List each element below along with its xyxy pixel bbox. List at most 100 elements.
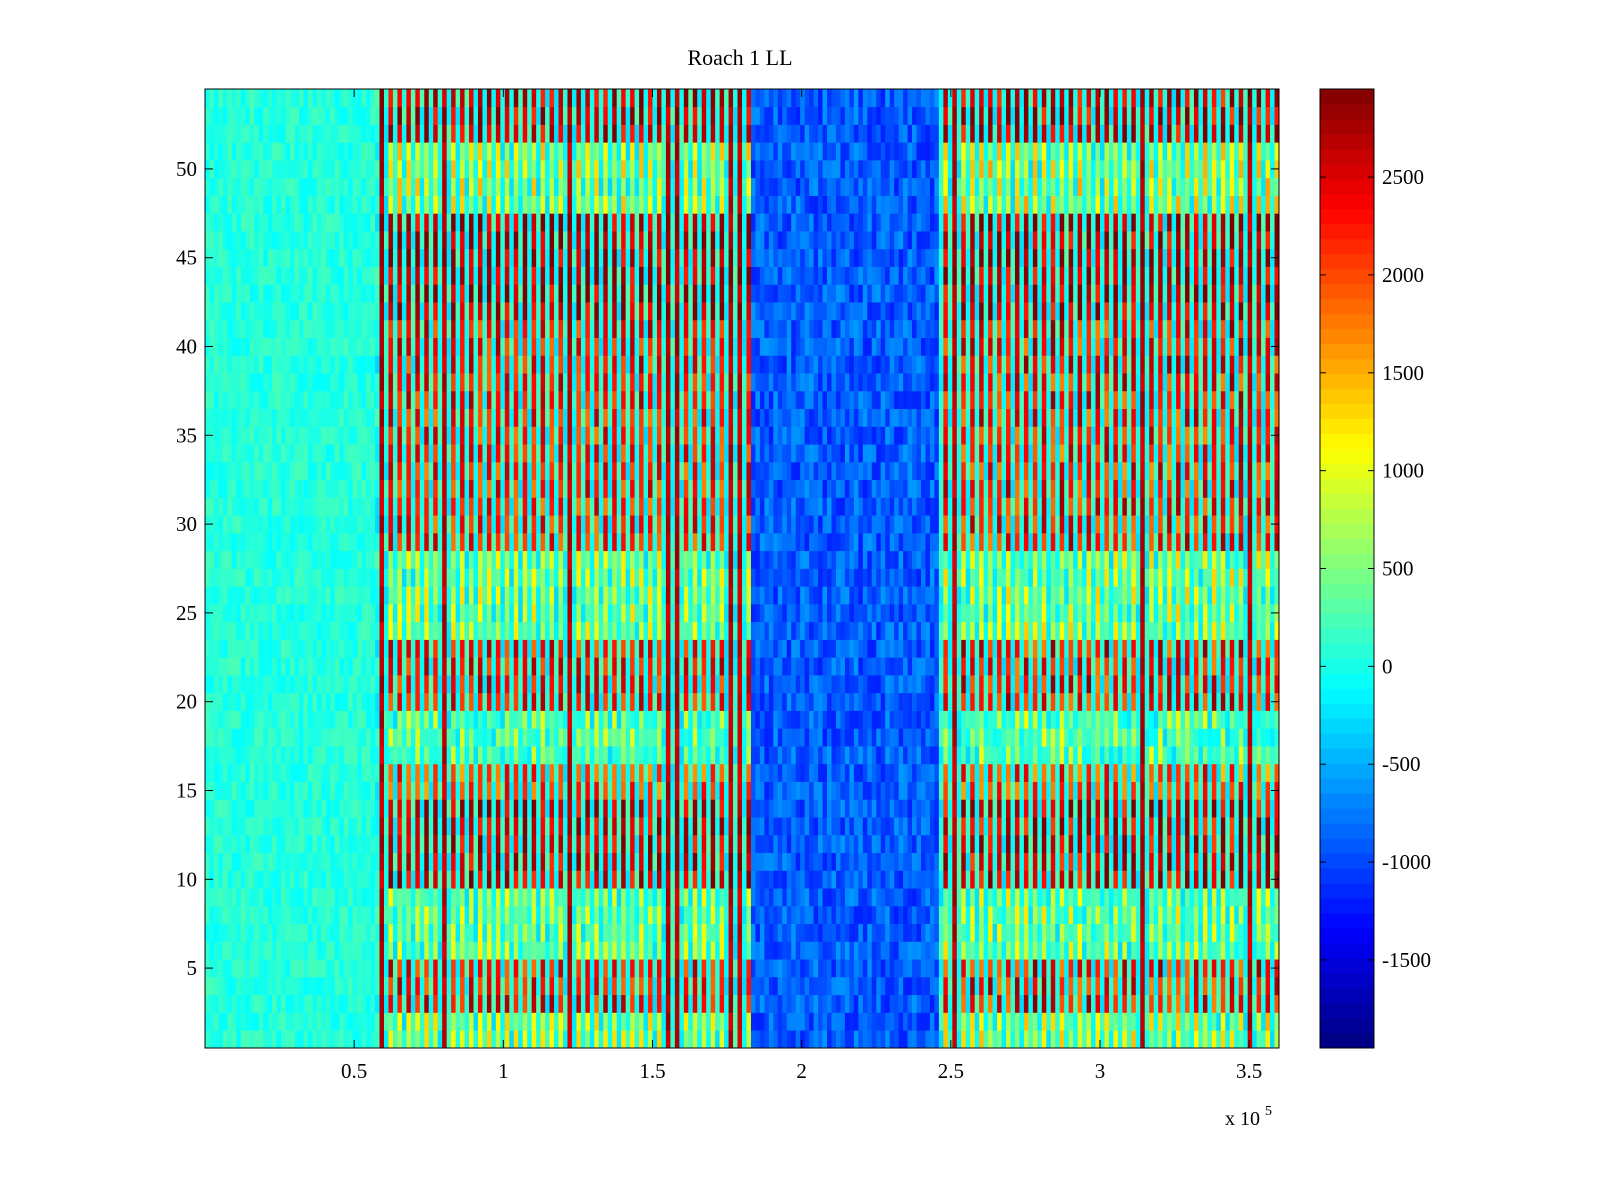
heatmap-cell: [500, 905, 506, 925]
heatmap-cell: [325, 994, 331, 1013]
heatmap-cell: [312, 319, 318, 338]
heatmap-cell: [285, 746, 291, 765]
heatmap-cell: [312, 337, 318, 356]
heatmap-cell: [231, 852, 237, 871]
heatmap-cell: [455, 923, 461, 942]
heatmap-cell: [482, 994, 488, 1013]
heatmap-cell: [563, 550, 568, 569]
heatmap-cell: [603, 941, 609, 960]
heatmap-cell: [290, 302, 295, 321]
heatmap-cell: [281, 408, 286, 427]
heatmap-cell: [558, 870, 564, 889]
heatmap-cell: [518, 994, 524, 1013]
heatmap-cell: [392, 89, 398, 108]
heatmap-cell: [504, 692, 510, 711]
heatmap-cell: [316, 923, 322, 942]
heatmap-cell: [303, 390, 309, 410]
heatmap-cell: [419, 231, 425, 250]
heatmap-cell: [410, 657, 416, 676]
heatmap-cell: [612, 515, 618, 534]
heatmap-cell: [294, 532, 300, 552]
heatmap-cell: [563, 941, 568, 960]
heatmap-cell: [343, 639, 349, 658]
heatmap-cell: [397, 870, 403, 889]
heatmap-cell: [451, 692, 456, 711]
heatmap-cell: [281, 746, 286, 765]
heatmap-cell: [343, 923, 349, 942]
heatmap-cell: [334, 461, 340, 481]
heatmap-cell: [321, 479, 327, 498]
heatmap-cell: [504, 1030, 510, 1049]
heatmap-cell: [464, 195, 470, 214]
heatmap-cell: [598, 355, 604, 374]
heatmap-cell: [227, 621, 233, 640]
heatmap-cell: [437, 550, 443, 569]
heatmap-cell: [366, 106, 371, 125]
heatmap-cell: [361, 888, 367, 907]
heatmap-cell: [424, 461, 430, 481]
heatmap-cell: [603, 817, 609, 836]
heatmap-cell: [563, 479, 568, 498]
heatmap-cell: [397, 479, 403, 498]
heatmap-cell: [285, 390, 291, 410]
heatmap-cell: [415, 195, 421, 214]
heatmap-cell: [469, 710, 474, 729]
heatmap-cell: [589, 337, 595, 356]
heatmap-cell: [477, 248, 483, 267]
heatmap-cell: [339, 870, 345, 889]
heatmap-cell: [312, 248, 318, 267]
heatmap-cell: [589, 675, 595, 694]
heatmap-cell: [213, 763, 219, 782]
heatmap-cell: [594, 639, 600, 658]
heatmap-cell: [419, 959, 425, 978]
heatmap-cell: [397, 532, 403, 552]
heatmap-cell: [415, 657, 421, 676]
heatmap-cell: [518, 302, 524, 321]
heatmap-cell: [477, 89, 483, 108]
heatmap-cell: [366, 923, 371, 942]
heatmap-cell: [473, 604, 479, 623]
heatmap-cell: [442, 213, 447, 232]
heatmap-cell: [254, 852, 260, 871]
heatmap-cell: [545, 604, 550, 623]
heatmap-cell: [388, 657, 394, 676]
heatmap-cell: [388, 355, 394, 374]
heatmap-cell: [406, 195, 412, 214]
heatmap-cell: [281, 976, 286, 996]
heatmap-cell: [554, 692, 559, 711]
heatmap-cell: [298, 746, 304, 765]
heatmap-cell: [460, 568, 465, 587]
heatmap-cell: [334, 905, 340, 925]
heatmap-cell: [384, 532, 389, 552]
heatmap-cell: [384, 621, 389, 640]
heatmap-cell: [231, 355, 237, 374]
heatmap-cell: [580, 923, 586, 942]
heatmap-cell: [460, 959, 465, 978]
heatmap-cell: [536, 106, 541, 125]
heatmap-cell: [401, 763, 407, 782]
heatmap-cell: [375, 515, 380, 534]
heatmap-cell: [491, 781, 497, 800]
heatmap-cell: [410, 941, 416, 960]
heatmap-cell: [236, 781, 242, 800]
heatmap-cell: [366, 284, 371, 303]
heatmap-cell: [616, 994, 622, 1013]
heatmap-cell: [348, 426, 354, 445]
heatmap-cell: [607, 781, 613, 800]
heatmap-cell: [267, 817, 273, 836]
heatmap-cell: [558, 657, 564, 676]
heatmap-cell: [263, 959, 268, 978]
heatmap-cell: [446, 639, 452, 658]
heatmap-cell: [518, 1012, 524, 1031]
heatmap-cell: [276, 994, 282, 1013]
heatmap-cell: [240, 657, 246, 676]
heatmap-cell: [424, 799, 430, 818]
heatmap-cell: [272, 834, 277, 853]
heatmap-cell: [419, 763, 425, 782]
heatmap-cell: [325, 888, 331, 907]
heatmap-cell: [428, 1012, 434, 1031]
heatmap-cell: [571, 550, 577, 569]
heatmap-cell: [298, 160, 304, 179]
heatmap-cell: [540, 160, 546, 179]
heatmap-cell: [455, 124, 461, 143]
